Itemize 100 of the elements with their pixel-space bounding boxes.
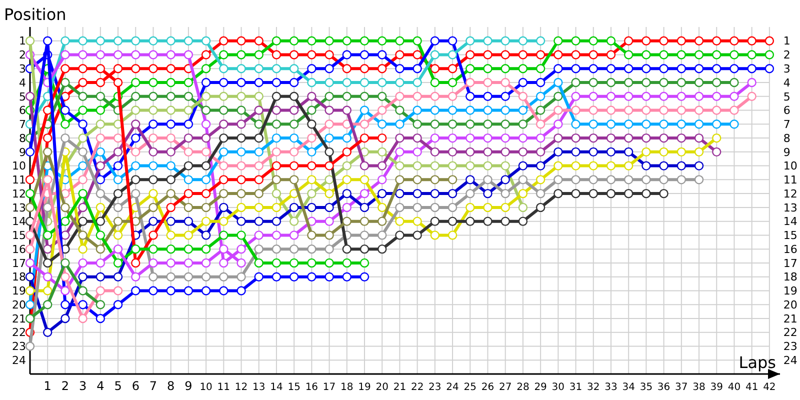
point: [78, 120, 88, 129]
point: [184, 36, 194, 46]
point: [588, 147, 598, 157]
point: [764, 50, 774, 60]
point: [324, 202, 334, 212]
point: [536, 106, 546, 115]
y-tick-label: 22: [12, 326, 26, 340]
point: [624, 133, 634, 143]
point: [201, 133, 211, 143]
point: [500, 175, 510, 184]
point: [184, 202, 194, 212]
point: [219, 161, 228, 170]
point: [219, 230, 228, 240]
point: [219, 286, 228, 296]
point: [307, 175, 316, 184]
point: [78, 216, 88, 226]
point: [236, 230, 246, 240]
point: [184, 244, 194, 254]
point: [518, 133, 528, 143]
point: [236, 120, 246, 129]
point: [236, 216, 246, 226]
point: [554, 147, 563, 157]
point: [378, 50, 387, 60]
point: [342, 50, 352, 60]
point: [254, 64, 264, 74]
x-tick-label: 23: [428, 382, 442, 393]
point: [694, 133, 704, 143]
point: [324, 272, 334, 282]
y-tick-label: 3: [19, 62, 26, 76]
point: [448, 92, 458, 101]
y2-tick-label: 2: [783, 48, 790, 62]
x-tick-label: 35: [640, 382, 653, 393]
point: [25, 244, 35, 254]
y-tick-label: 5: [19, 90, 26, 104]
point: [466, 147, 475, 157]
point: [96, 286, 106, 296]
x-tick-label: 24: [446, 382, 459, 393]
point: [184, 188, 194, 198]
point: [395, 92, 404, 101]
point: [272, 244, 282, 254]
point: [166, 120, 176, 129]
point: [448, 161, 458, 170]
point: [113, 64, 123, 74]
point: [448, 175, 458, 184]
point: [324, 188, 334, 198]
point: [254, 175, 264, 184]
point: [289, 272, 299, 282]
point: [378, 36, 387, 46]
point: [536, 120, 546, 129]
y-tick-label: 20: [12, 298, 26, 312]
point: [624, 120, 634, 129]
point: [78, 244, 88, 254]
point: [378, 175, 387, 184]
point: [166, 78, 176, 88]
point: [430, 188, 440, 198]
point: [342, 202, 352, 212]
point: [307, 78, 316, 88]
point: [78, 272, 88, 282]
point: [712, 120, 722, 129]
point: [694, 147, 704, 157]
x-tick-label: 41: [745, 382, 758, 393]
y-tick-label: 6: [19, 104, 26, 118]
point: [500, 64, 510, 74]
x-tick-label: 28: [516, 382, 530, 393]
point: [219, 92, 228, 101]
point: [712, 92, 722, 101]
point: [113, 36, 123, 46]
point: [272, 36, 282, 46]
point: [624, 36, 634, 46]
point: [289, 202, 299, 212]
x-tick-label: 42: [763, 382, 776, 393]
y-tick-label: 16: [12, 242, 26, 256]
point: [466, 92, 475, 101]
y2-tick-label: 14: [783, 215, 798, 228]
x-tick-label: 6: [132, 379, 140, 393]
point: [236, 78, 246, 88]
point: [236, 36, 246, 46]
y2-tick-label: 8: [783, 132, 790, 145]
point: [412, 202, 422, 212]
point: [659, 175, 668, 184]
point: [184, 78, 194, 88]
point: [25, 314, 35, 324]
point: [624, 78, 634, 88]
x-tick-label: 14: [270, 382, 283, 393]
point: [219, 50, 228, 60]
point: [466, 106, 475, 115]
point: [43, 300, 52, 310]
point: [43, 286, 52, 296]
point: [360, 244, 370, 254]
point: [236, 175, 246, 184]
point: [184, 286, 194, 296]
point: [571, 64, 580, 74]
point: [201, 161, 211, 170]
point: [395, 230, 404, 240]
point: [236, 258, 246, 268]
point: [272, 78, 282, 88]
y-axis-title: Position: [4, 5, 66, 24]
point: [96, 314, 106, 324]
y-tick-label: 1: [19, 34, 26, 48]
point: [412, 188, 422, 198]
